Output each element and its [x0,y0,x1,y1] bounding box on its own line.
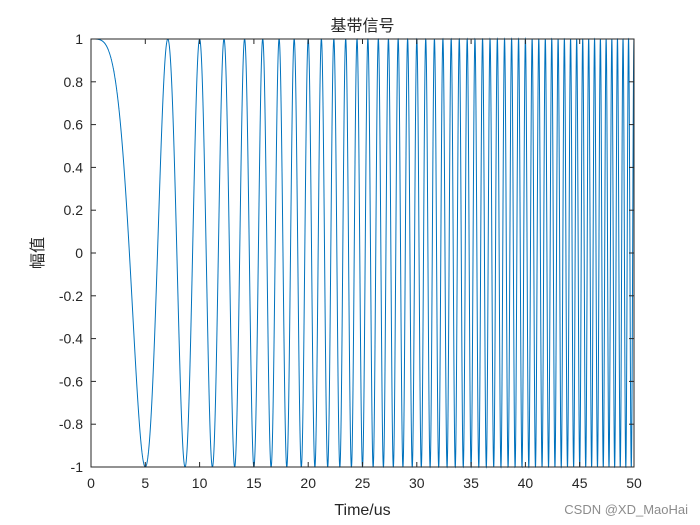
x-tick-label: 30 [409,475,425,491]
x-ticks: 0 5 10 15 20 25 30 35 40 45 50 [87,39,642,491]
x-tick-label: 40 [518,475,534,491]
x-axis-title: Time/us [334,502,390,519]
y-tick-label: 0.4 [64,159,84,175]
y-tick-label: 0.2 [64,202,84,218]
y-tick-label: 1 [75,31,83,47]
chart-title: 基带信号 [330,16,394,35]
x-tick-label: 10 [192,475,208,491]
x-tick-label: 0 [87,475,95,491]
x-tick-label: 25 [355,475,371,491]
x-tick-label: 35 [463,475,479,491]
x-tick-label: 5 [141,475,149,491]
y-tick-label: -0.6 [59,373,83,389]
x-tick-label: 50 [626,475,642,491]
y-tick-label: -0.2 [59,288,83,304]
y-tick-label: -0.4 [59,331,83,347]
x-tick-label: 15 [246,475,262,491]
y-tick-label: -0.8 [59,416,83,432]
y-tick-label: 0.6 [64,117,84,133]
y-axis-title: 幅值 [29,237,47,269]
y-tick-label: 0.8 [64,74,84,90]
x-tick-label: 20 [300,475,316,491]
y-tick-label: -1 [71,459,84,475]
watermark: CSDN @XD_MaoHai [564,502,688,517]
x-tick-label: 45 [572,475,588,491]
y-tick-label: 0 [75,245,83,261]
y-ticks: 1 0.8 0.6 0.4 0.2 0 -0.2 -0.4 -0.6 -0.8 -1 [59,31,634,475]
